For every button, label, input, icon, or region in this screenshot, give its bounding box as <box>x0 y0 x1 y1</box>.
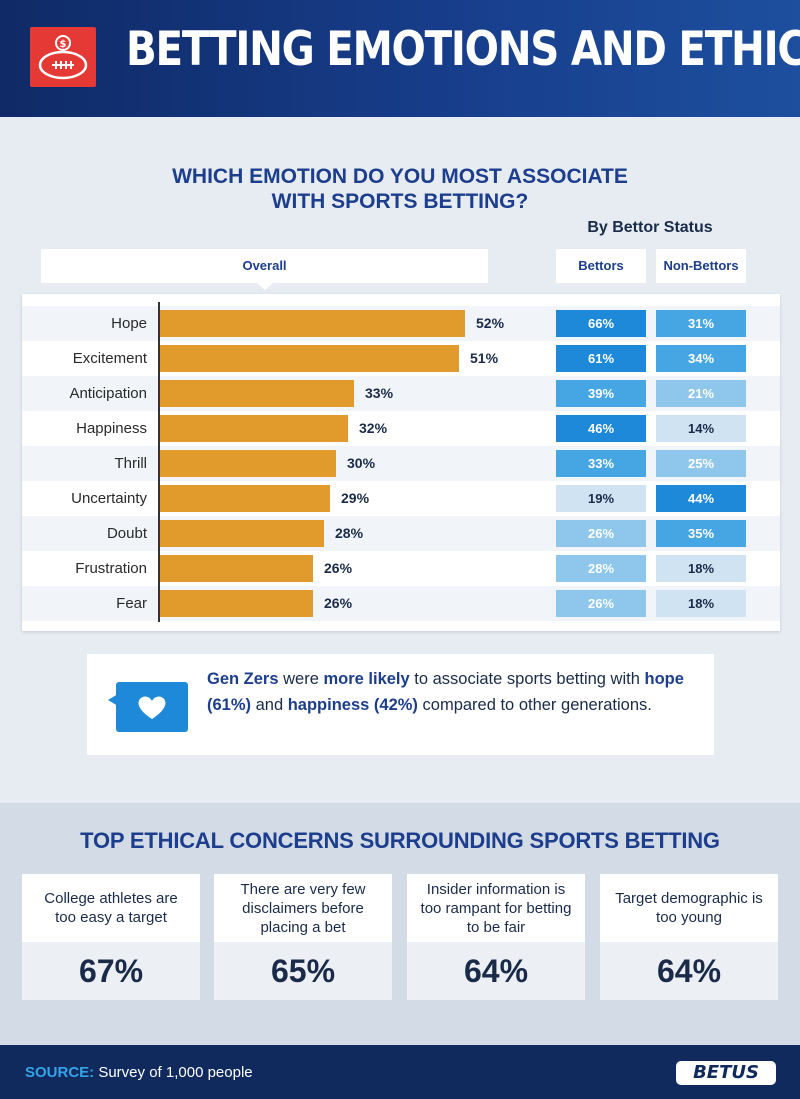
category-label: Hope <box>111 315 147 332</box>
non-bettors-cell: 31% <box>656 310 746 337</box>
bettors-cell: 66% <box>556 310 646 337</box>
overall-value-label: 28% <box>335 525 364 541</box>
overall-value-label: 29% <box>341 490 370 506</box>
overall-bar <box>160 485 330 512</box>
callout-text: Gen Zers were more likely to associate s… <box>207 670 684 714</box>
concern-card: Target demographic is too young 64% <box>600 874 778 1000</box>
non-bettors-cell: 18% <box>656 590 746 617</box>
non-bettors-cell: 34% <box>656 345 746 372</box>
football-money-icon: $ <box>30 27 96 87</box>
overall-value-label: 52% <box>476 315 505 331</box>
non-bettors-cell: 21% <box>656 380 746 407</box>
overall-bar <box>160 345 459 372</box>
svg-text:$: $ <box>60 39 67 50</box>
overall-value-label: 26% <box>324 560 353 576</box>
overall-bar <box>160 415 348 442</box>
category-label: Frustration <box>75 560 147 577</box>
category-label: Thrill <box>114 455 148 472</box>
bettors-cell: 61% <box>556 345 646 372</box>
page-title: BETTING EMOTIONS AND ETHICS <box>126 22 800 77</box>
bettors-cell: 33% <box>556 450 646 477</box>
overall-value-label: 51% <box>470 350 499 366</box>
brand-logo: BETUS <box>676 1061 776 1085</box>
concern-percent: 64% <box>600 942 778 1000</box>
non-bettors-column-header: Non-Bettors <box>656 249 746 283</box>
concern-card: Insider information is too rampant for b… <box>407 874 585 1000</box>
concern-text: College athletes are too easy a target <box>44 890 178 926</box>
emotion-row <box>22 516 780 551</box>
bettors-cell: 26% <box>556 590 646 617</box>
concern-percent: 67% <box>22 942 200 1000</box>
concern-card: There are very few disclaimers before pl… <box>214 874 392 1000</box>
category-label: Excitement <box>72 350 147 367</box>
category-label: Uncertainty <box>71 490 147 507</box>
source-note: SOURCE: Survey of 1,000 people <box>25 1064 253 1081</box>
overall-value-label: 32% <box>359 420 388 436</box>
bar-axis-line <box>158 302 160 622</box>
bettors-cell: 26% <box>556 520 646 547</box>
concern-text: There are very few disclaimers before pl… <box>240 880 366 936</box>
heart-speech-bubble-icon <box>108 682 188 732</box>
category-label: Fear <box>116 595 147 612</box>
concern-percent: 64% <box>407 942 585 1000</box>
category-label: Happiness <box>76 420 147 437</box>
concern-text: Insider information is too rampant for b… <box>420 880 572 936</box>
concerns-title: TOP ETHICAL CONCERNS SURROUNDING SPORTS … <box>80 828 720 853</box>
question-title: WHICH EMOTION DO YOU MOST ASSOCIATE WITH… <box>0 164 800 214</box>
bettors-cell: 39% <box>556 380 646 407</box>
overall-column-header: Overall <box>41 249 488 290</box>
question-line-2: WITH SPORTS BETTING? <box>271 190 529 213</box>
overall-bar <box>160 380 354 407</box>
non-bettors-cell: 44% <box>656 485 746 512</box>
non-bettors-cell: 35% <box>656 520 746 547</box>
overall-bar <box>160 520 324 547</box>
non-bettors-cell: 18% <box>656 555 746 582</box>
gen-z-callout <box>87 654 714 755</box>
bettor-status-label: By Bettor Status <box>587 219 713 236</box>
footer-bar <box>0 1045 800 1099</box>
overall-value-label: 26% <box>324 595 353 611</box>
non-bettors-cell: 25% <box>656 450 746 477</box>
overall-value-label: 30% <box>347 455 376 471</box>
overall-value-label: 33% <box>365 385 394 401</box>
non-bettors-cell: 14% <box>656 415 746 442</box>
concern-percent: 65% <box>214 942 392 1000</box>
bettors-column-header: Bettors <box>556 249 646 283</box>
overall-bar <box>160 555 313 582</box>
overall-bar <box>160 310 465 337</box>
emotion-row <box>22 446 780 481</box>
bettors-cell: 46% <box>556 415 646 442</box>
overall-bar <box>160 590 313 617</box>
bettors-cell: 19% <box>556 485 646 512</box>
bettors-cell: 28% <box>556 555 646 582</box>
header-banner <box>0 0 800 117</box>
emotion-row <box>22 376 780 411</box>
category-label: Doubt <box>106 525 147 542</box>
concern-card: College athletes are too easy a target 6… <box>22 874 200 1000</box>
category-label: Anticipation <box>69 385 147 402</box>
overall-bar <box>160 450 336 477</box>
emotion-row <box>22 586 780 621</box>
question-line-1: WHICH EMOTION DO YOU MOST ASSOCIATE <box>172 165 628 188</box>
concern-text: Target demographic is too young <box>615 890 763 926</box>
